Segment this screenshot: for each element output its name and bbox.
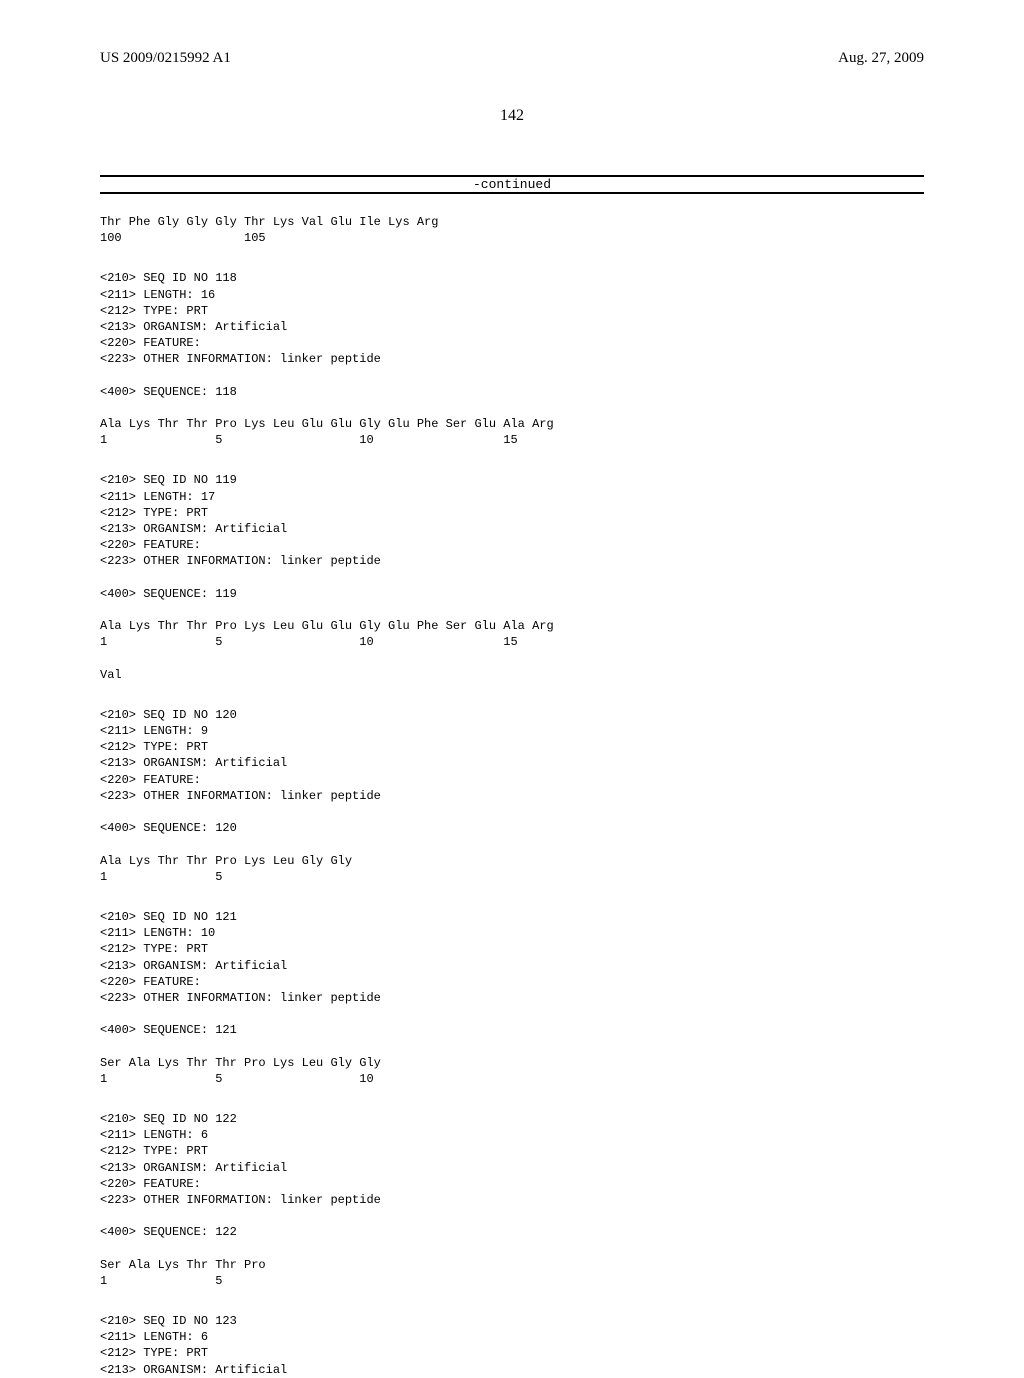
sequence-block: <210> SEQ ID NO 122 <211> LENGTH: 6 <212… [100, 1111, 924, 1289]
sequence-block: Thr Phe Gly Gly Gly Thr Lys Val Glu Ile … [100, 214, 924, 246]
sequence-block: <210> SEQ ID NO 121 <211> LENGTH: 10 <21… [100, 909, 924, 1087]
sequence-listing: Thr Phe Gly Gly Gly Thr Lys Val Glu Ile … [100, 214, 924, 1378]
page-header: US 2009/0215992 A1 Aug. 27, 2009 [100, 50, 924, 67]
publication-date: Aug. 27, 2009 [838, 50, 924, 67]
continued-section: -continued [100, 175, 924, 194]
publication-number: US 2009/0215992 A1 [100, 50, 231, 67]
sequence-block: <210> SEQ ID NO 120 <211> LENGTH: 9 <212… [100, 707, 924, 885]
sequence-block: <210> SEQ ID NO 123 <211> LENGTH: 6 <212… [100, 1313, 924, 1378]
rule-bottom [100, 192, 924, 194]
sequence-block: <210> SEQ ID NO 118 <211> LENGTH: 16 <21… [100, 270, 924, 448]
continued-label: -continued [100, 177, 924, 192]
page-number: 142 [100, 107, 924, 125]
page-container: US 2009/0215992 A1 Aug. 27, 2009 142 -co… [0, 0, 1024, 1320]
sequence-block: <210> SEQ ID NO 119 <211> LENGTH: 17 <21… [100, 472, 924, 682]
